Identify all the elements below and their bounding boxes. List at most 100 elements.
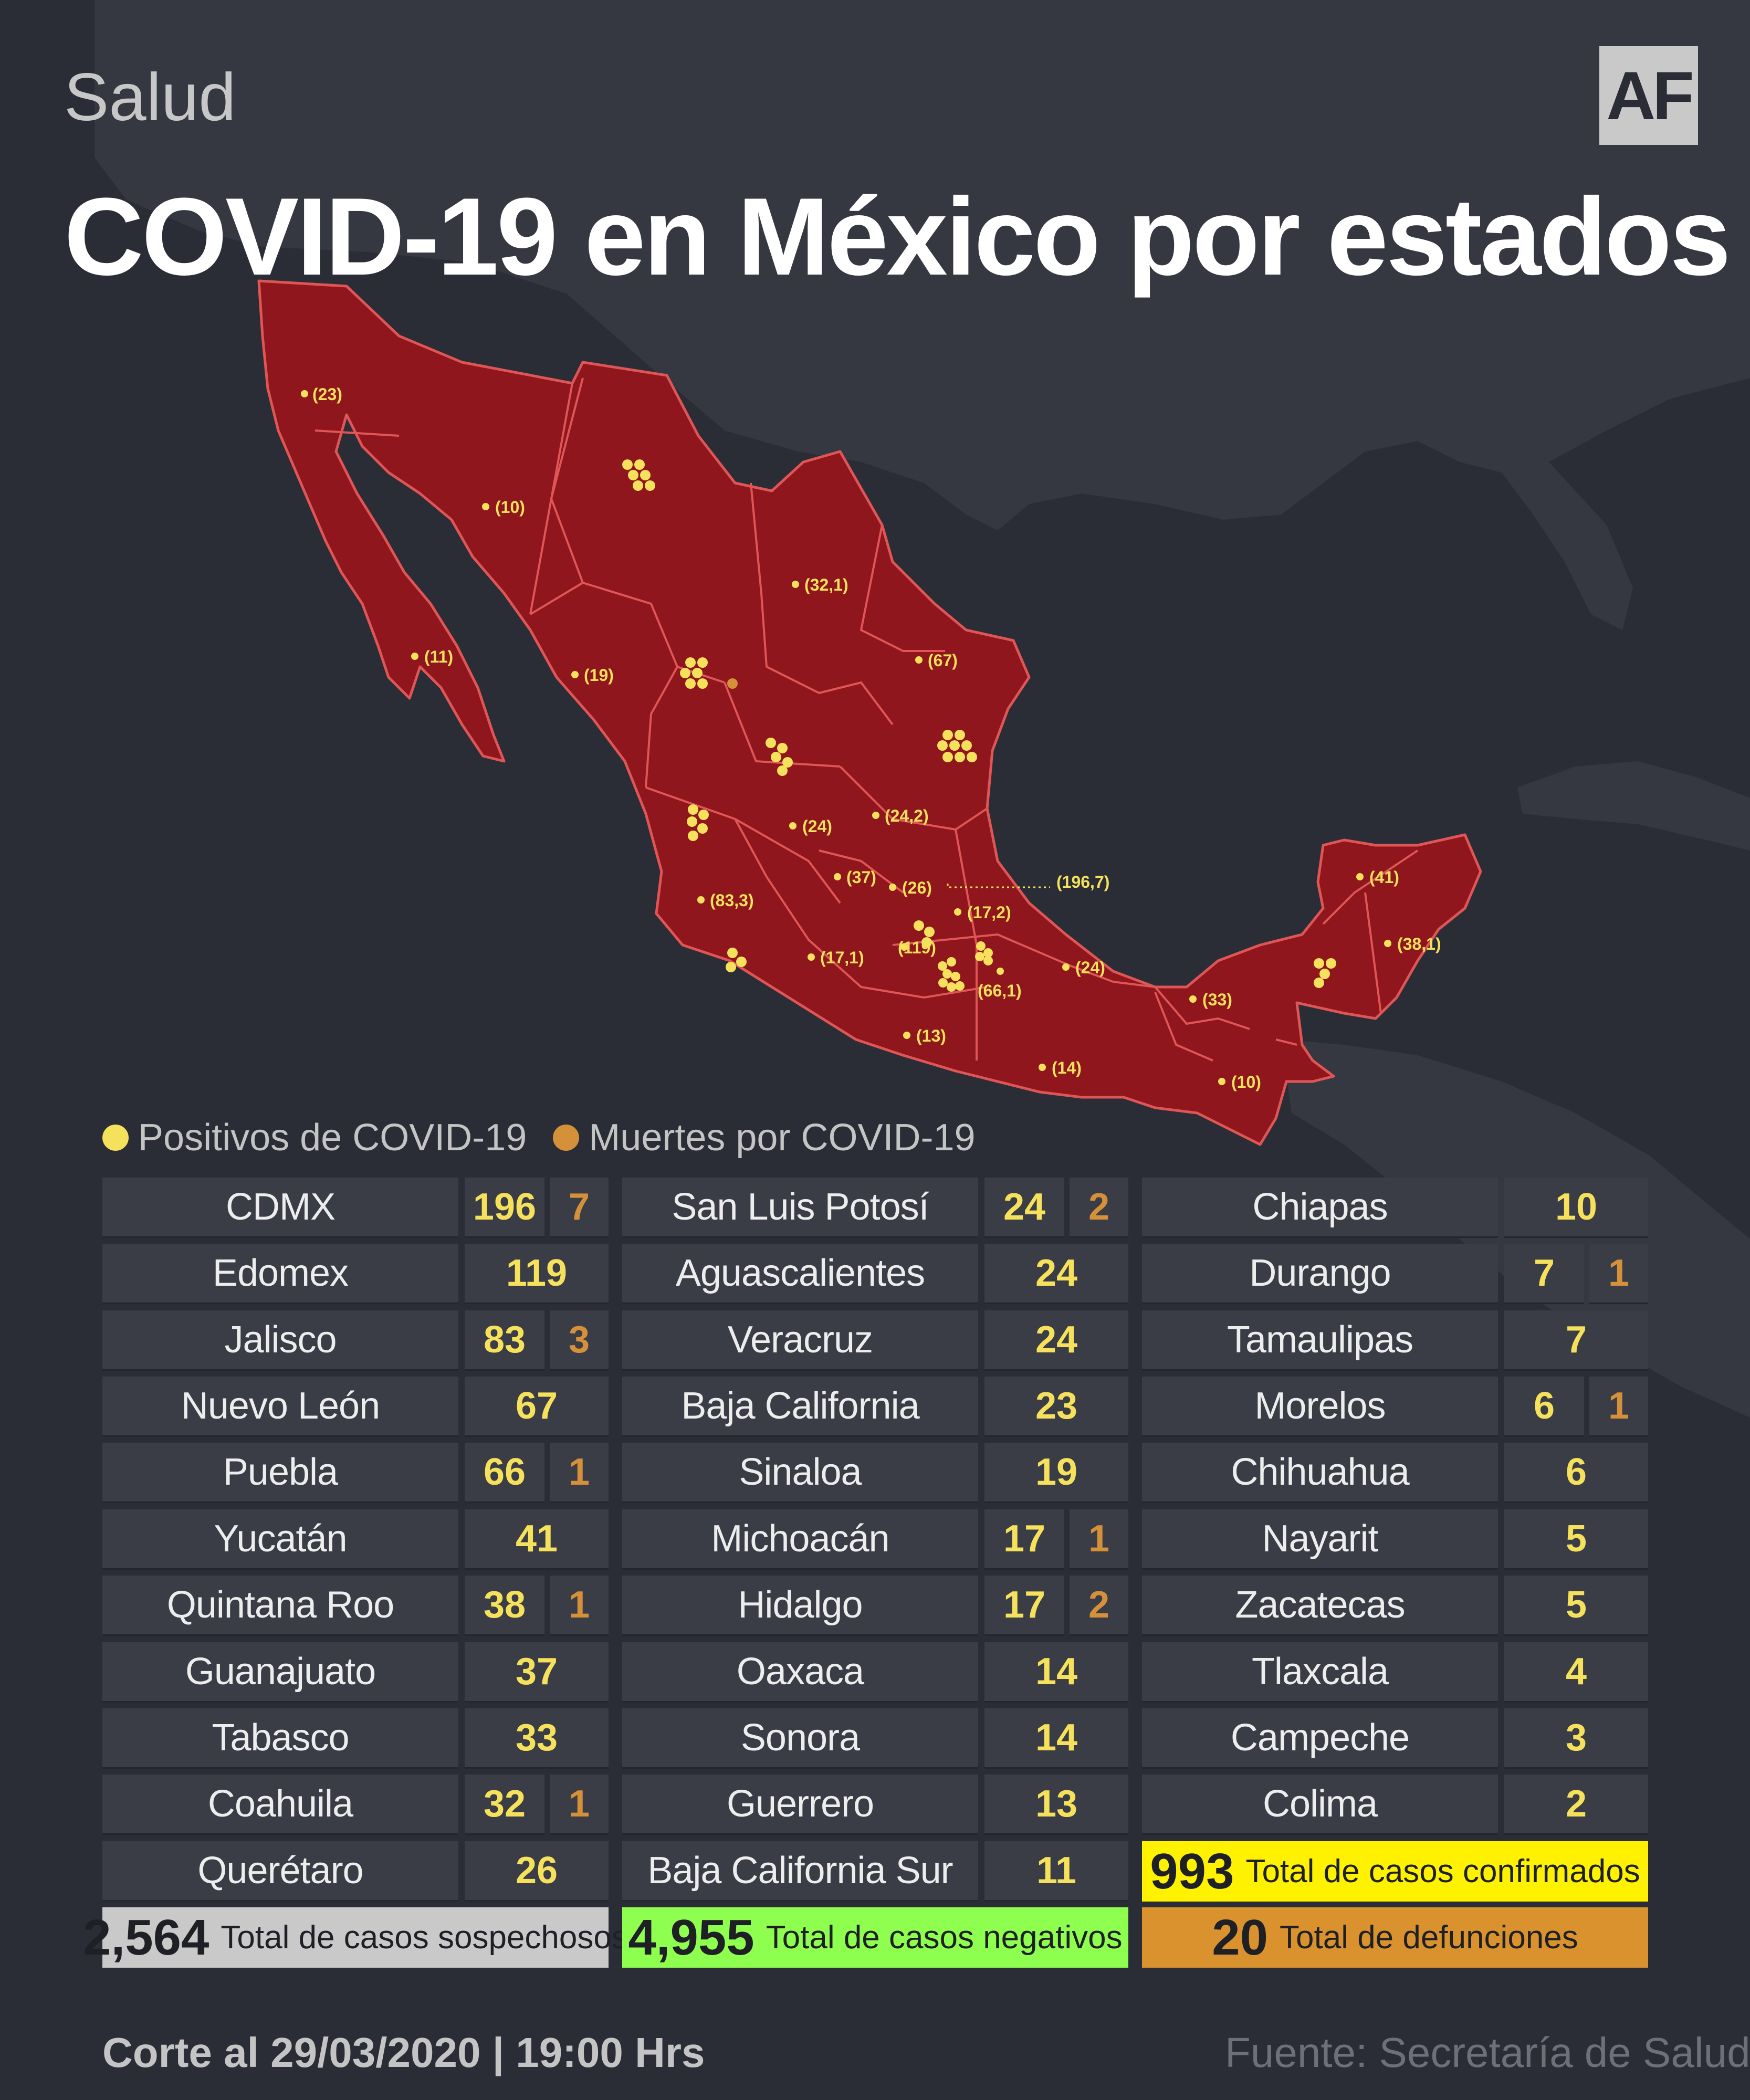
death-count: 1 bbox=[550, 1443, 609, 1503]
map-label: (23) bbox=[312, 385, 342, 404]
map-label: (14) bbox=[1052, 1058, 1082, 1077]
state-name: Veracruz bbox=[622, 1310, 978, 1371]
positive-count: 6 bbox=[1504, 1377, 1584, 1437]
source-credit: Fuente: Secretaría de Salud bbox=[1225, 2029, 1750, 2076]
map-label: (17,2) bbox=[967, 903, 1011, 922]
negative-total-value: 4,955 bbox=[628, 1909, 755, 1966]
map-label: (24) bbox=[1075, 958, 1105, 977]
state-name: Puebla bbox=[102, 1443, 458, 1503]
death-count: 1 bbox=[550, 1774, 609, 1835]
map-label: (26) bbox=[902, 878, 932, 897]
death-count: 7 bbox=[550, 1178, 609, 1238]
state-name: Michoacán bbox=[622, 1509, 978, 1570]
map-label: (37) bbox=[846, 868, 876, 887]
positive-count: 83 bbox=[465, 1310, 544, 1371]
positive-count: 41 bbox=[465, 1509, 609, 1570]
map-label: (67) bbox=[928, 651, 958, 670]
positive-count: 14 bbox=[984, 1642, 1128, 1703]
positive-count: 38 bbox=[465, 1576, 544, 1636]
cutoff-date: Corte al 29/03/2020 | 19:00 Hrs bbox=[102, 2029, 705, 2076]
state-name: Chihuahua bbox=[1142, 1443, 1498, 1503]
positive-count: 14 bbox=[984, 1708, 1128, 1769]
positive-count: 2 bbox=[1504, 1774, 1648, 1835]
map-label: (10) bbox=[495, 498, 525, 517]
florida bbox=[1502, 462, 1633, 630]
death-count: 1 bbox=[1070, 1509, 1128, 1570]
cuba bbox=[1517, 761, 1750, 850]
suspected-total-label: Total de casos sospechosos bbox=[221, 1919, 628, 1956]
positive-count: 11 bbox=[984, 1841, 1128, 1902]
legend-positive-label: Positivos de COVID-19 bbox=[138, 1117, 527, 1159]
map-label: (11) bbox=[424, 647, 453, 666]
publisher-logo: AF bbox=[1599, 46, 1698, 145]
positive-count: 10 bbox=[1504, 1178, 1648, 1238]
state-name: Tlaxcala bbox=[1142, 1642, 1498, 1703]
state-name: Hidalgo bbox=[622, 1576, 978, 1636]
page-title: COVID-19 en México por estados bbox=[64, 175, 1731, 298]
map-markers bbox=[301, 390, 1391, 1085]
map-label: (41) bbox=[1369, 868, 1399, 887]
mexico-map: (23) (10) (11) (19) (32,1) (67) (24) (24… bbox=[257, 279, 1482, 1146]
state-name: Campeche bbox=[1142, 1708, 1498, 1769]
positive-count: 7 bbox=[1504, 1244, 1584, 1304]
state-name: Tamaulipas bbox=[1142, 1310, 1498, 1371]
map-label: (19) bbox=[584, 666, 614, 685]
state-name: Nuevo León bbox=[102, 1377, 458, 1437]
death-count: 2 bbox=[1070, 1178, 1128, 1238]
state-name: Coahuila bbox=[102, 1774, 458, 1835]
positive-count: 23 bbox=[984, 1377, 1128, 1437]
positive-count: 24 bbox=[984, 1178, 1064, 1238]
state-name: Zacatecas bbox=[1142, 1576, 1498, 1636]
suspected-total-value: 2,564 bbox=[83, 1909, 209, 1966]
death-dot-icon bbox=[553, 1125, 580, 1151]
map-label: (24,2) bbox=[885, 806, 929, 825]
confirmed-total-box: 993 Total de casos confirmados bbox=[1142, 1841, 1648, 1902]
map-label: (66,1) bbox=[978, 981, 1022, 1000]
death-count: 3 bbox=[550, 1310, 609, 1371]
map-label: (38,1) bbox=[1397, 934, 1441, 953]
state-name: CDMX bbox=[102, 1178, 458, 1238]
positive-count: 19 bbox=[984, 1443, 1128, 1503]
mexico-shape bbox=[257, 279, 1482, 1146]
map-label: (10) bbox=[1231, 1073, 1261, 1091]
positive-count: 67 bbox=[465, 1377, 609, 1437]
positive-count: 26 bbox=[465, 1841, 609, 1902]
state-name: Sonora bbox=[622, 1708, 978, 1769]
state-name: Jalisco bbox=[102, 1310, 458, 1371]
state-name: Oaxaca bbox=[622, 1642, 978, 1703]
positive-dot-icon bbox=[102, 1125, 129, 1151]
map-legend: Positivos de COVID-19 Muertes por COVID-… bbox=[102, 1116, 976, 1159]
map-label: (32,1) bbox=[804, 575, 848, 594]
state-name: Baja California bbox=[622, 1377, 978, 1437]
positive-count: 196 bbox=[465, 1178, 544, 1238]
state-name: Morelos bbox=[1142, 1377, 1498, 1437]
state-name: Baja California Sur bbox=[622, 1841, 978, 1902]
positive-count: 17 bbox=[984, 1576, 1064, 1636]
positive-count: 13 bbox=[984, 1774, 1128, 1835]
death-count: 1 bbox=[1589, 1377, 1648, 1437]
negative-total-label: Total de casos negativos bbox=[766, 1919, 1123, 1956]
state-name: Querétaro bbox=[102, 1841, 458, 1902]
positive-count: 24 bbox=[984, 1310, 1128, 1371]
suspected-total-box: 2,564 Total de casos sospechosos bbox=[83, 1907, 628, 1968]
positive-count: 4 bbox=[1504, 1642, 1648, 1703]
death-count: 2 bbox=[1070, 1576, 1128, 1636]
state-name: Colima bbox=[1142, 1774, 1498, 1835]
positive-count: 32 bbox=[465, 1774, 544, 1835]
map-label: (33) bbox=[1202, 990, 1232, 1009]
state-name: Nayarit bbox=[1142, 1509, 1498, 1570]
confirmed-total-label: Total de casos confirmados bbox=[1245, 1853, 1640, 1889]
state-name: Yucatán bbox=[102, 1509, 458, 1570]
positive-count: 24 bbox=[984, 1244, 1128, 1304]
map-label: (83,3) bbox=[710, 891, 754, 910]
map-label: (196,7) bbox=[1056, 873, 1109, 891]
state-name: Tabasco bbox=[102, 1708, 458, 1769]
legend-deaths-label: Muertes por COVID-19 bbox=[589, 1117, 976, 1159]
deaths-total-value: 20 bbox=[1212, 1909, 1269, 1966]
deaths-total-box: 20 Total de defunciones bbox=[1142, 1907, 1648, 1968]
state-name: Guerrero bbox=[622, 1774, 978, 1835]
map-label: (119) bbox=[898, 938, 936, 957]
map-label: (17,1) bbox=[820, 948, 864, 967]
state-name: Edomex bbox=[102, 1244, 458, 1304]
